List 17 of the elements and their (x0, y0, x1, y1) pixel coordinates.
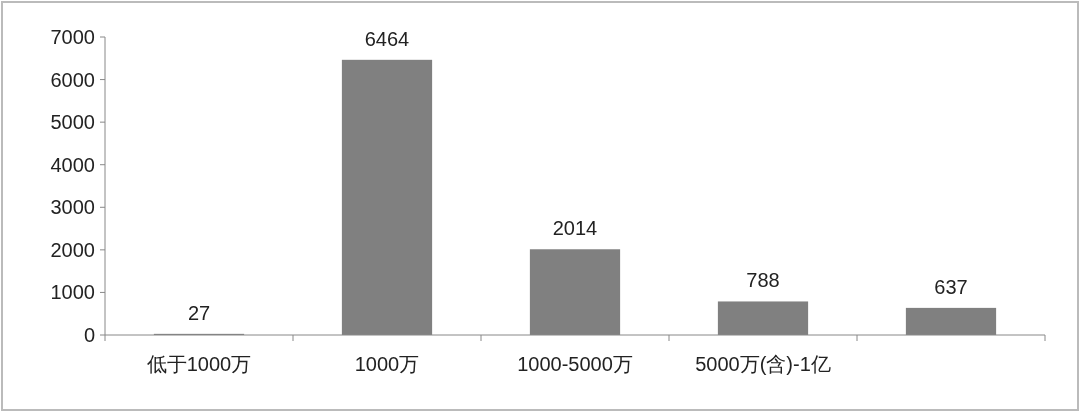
y-tick-label: 6000 (50, 68, 95, 91)
data-label: 27 (187, 301, 211, 324)
y-tick-label: 2000 (50, 238, 95, 261)
data-label: 2014 (552, 217, 598, 240)
x-tick-label: 1000万 (354, 353, 420, 375)
y-tick-label: 3000 (50, 196, 95, 219)
y-tick-label: 0 (83, 324, 95, 346)
y-tick-label: 4000 (50, 153, 95, 176)
x-tick-label: 低于1000万 (146, 353, 252, 375)
y-tick-label: 1000 (50, 281, 95, 304)
data-label: 637 (934, 275, 968, 298)
x-tick-label: 5000万(含)-1亿 (695, 353, 831, 375)
data-label: 788 (746, 269, 780, 292)
y-tick-label: 7000 (50, 26, 95, 48)
data-label: 6464 (364, 27, 410, 50)
y-tick-label: 5000 (50, 111, 95, 134)
x-tick-label: 1000-5000万 (517, 353, 633, 375)
